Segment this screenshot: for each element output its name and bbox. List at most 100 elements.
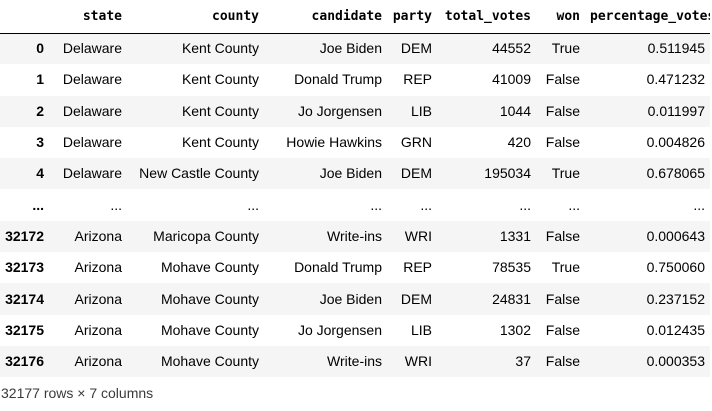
cell-candidate: Donald Trump	[294, 71, 382, 88]
cell-total-votes: 41009	[492, 71, 531, 88]
cell-state: Delaware	[62, 102, 122, 119]
cell-party: GRN	[400, 134, 432, 151]
table-row: 4 Delaware New Castle County Joe Biden DEM 19…	[0, 158, 710, 190]
cell-county: Mohave County	[160, 353, 259, 370]
row-index: 4	[36, 165, 44, 182]
cell-county: Mohave County	[160, 321, 259, 338]
cell-percentage-votes: 0.000643	[646, 227, 705, 244]
cell-state: Delaware	[62, 134, 122, 151]
cell-party: REP	[403, 259, 432, 276]
cell-candidate: Jo Jorgensen	[297, 321, 382, 338]
table-row: 32176 Arizona Mohave County Write-ins WRI 37 F…	[0, 345, 710, 378]
cell-party: LIB	[410, 321, 432, 338]
cell-won: True	[551, 40, 580, 57]
dataframe-table: state county candidate party total_votes…	[0, 1, 710, 378]
cell-percentage-votes: ...	[693, 196, 705, 213]
cell-won: False	[545, 102, 580, 119]
cell-candidate: Write-ins	[327, 227, 382, 244]
cell-state: Arizona	[74, 321, 122, 338]
row-index: 32174	[5, 290, 44, 307]
cell-state: Delaware	[62, 71, 122, 88]
cell-state: Delaware	[62, 40, 122, 57]
cell-total-votes: ...	[519, 196, 531, 213]
cell-state: Delaware	[62, 165, 122, 182]
table-row: 1 Delaware Kent County Donald Trump REP 41009…	[0, 64, 710, 96]
column-header-won: won	[536, 1, 585, 34]
cell-county: New Castle County	[139, 165, 259, 182]
row-index: 0	[36, 40, 44, 57]
cell-candidate: Howie Hawkins	[286, 134, 382, 151]
table-body: 0 Delaware Kent County Joe Biden DEM 44552 Tru…	[0, 33, 710, 378]
cell-percentage-votes: 0.004826	[646, 134, 705, 151]
table-row: 3 Delaware Kent County Howie Hawkins GRN 420 F…	[0, 126, 710, 159]
cell-party: REP	[403, 71, 432, 88]
row-index: 1	[36, 71, 44, 88]
row-index: 32173	[5, 259, 44, 276]
cell-total-votes: 420	[507, 134, 531, 151]
cell-state: Arizona	[74, 227, 122, 244]
cell-won: ...	[568, 196, 580, 213]
cell-total-votes: 44552	[492, 40, 531, 57]
header-row: state county candidate party total_votes…	[0, 1, 710, 34]
cell-county: Maricopa County	[153, 227, 259, 244]
cell-percentage-votes: 0.750060	[646, 259, 705, 276]
row-index: ...	[32, 196, 44, 213]
column-header-candidate: candidate	[264, 1, 387, 34]
cell-won: False	[545, 134, 580, 151]
cell-won: False	[545, 71, 580, 88]
cell-state: ...	[110, 196, 122, 213]
cell-county: Kent County	[181, 40, 259, 57]
cell-state: Arizona	[74, 353, 122, 370]
cell-total-votes: 1044	[499, 102, 531, 119]
cell-percentage-votes: 0.471232	[646, 71, 705, 88]
cell-won: False	[545, 353, 580, 370]
cell-county: ...	[247, 196, 259, 213]
table-row: ........................	[0, 189, 710, 221]
cell-candidate: Joe Biden	[319, 40, 382, 57]
cell-state: Arizona	[74, 259, 122, 276]
table-row: 32175 Arizona Mohave County Jo Jorgensen LIB…	[0, 314, 710, 346]
cell-candidate: Write-ins	[327, 353, 382, 370]
cell-candidate: Donald Trump	[294, 259, 382, 276]
cell-county: Mohave County	[160, 259, 259, 276]
cell-won: False	[545, 321, 580, 338]
table-row: 0 Delaware Kent County Joe Biden DEM 44552 Tru…	[0, 33, 710, 65]
cell-percentage-votes: 0.511945	[647, 40, 705, 57]
column-header-total-votes: total_votes	[437, 1, 536, 34]
cell-party: DEM	[400, 40, 432, 57]
cell-party: WRI	[404, 353, 432, 370]
cell-percentage-votes: 0.011997	[647, 102, 705, 119]
cell-state: Arizona	[74, 290, 122, 307]
cell-county: Kent County	[181, 71, 259, 88]
row-index: 3	[36, 134, 44, 151]
cell-total-votes: 24831	[492, 290, 531, 307]
cell-percentage-votes: 0.012435	[646, 321, 705, 338]
cell-county: Kent County	[181, 102, 259, 119]
row-index: 32172	[5, 227, 44, 244]
cell-total-votes: 195034	[484, 165, 531, 182]
cell-party: ...	[420, 196, 432, 213]
row-index: 2	[36, 102, 44, 119]
column-header-percentage-votes: percentage_votes	[585, 1, 710, 34]
cell-party: LIB	[410, 102, 432, 119]
table-row: 32172 Arizona Maricopa County Write-ins WRI 1…	[0, 220, 710, 253]
cell-candidate: ...	[370, 196, 382, 213]
cell-won: False	[545, 290, 580, 307]
cell-won: True	[551, 259, 580, 276]
cell-party: DEM	[400, 290, 432, 307]
cell-won: False	[545, 227, 580, 244]
cell-total-votes: 37	[515, 353, 531, 370]
dataframe-shape-caption: 32177 rows × 7 columns	[1, 385, 154, 401]
index-column-header	[0, 1, 49, 34]
cell-total-votes: 1331	[499, 227, 531, 244]
cell-candidate: Joe Biden	[319, 165, 382, 182]
cell-percentage-votes: 0.237152	[646, 290, 705, 307]
cell-party: DEM	[400, 165, 432, 182]
cell-party: WRI	[404, 227, 432, 244]
cell-county: Mohave County	[160, 290, 259, 307]
table-row: 32174 Arizona Mohave County Joe Biden DEM 248…	[0, 283, 710, 315]
row-index: 32175	[5, 321, 44, 338]
cell-candidate: Jo Jorgensen	[297, 102, 382, 119]
cell-percentage-votes: 0.000353	[646, 353, 705, 370]
